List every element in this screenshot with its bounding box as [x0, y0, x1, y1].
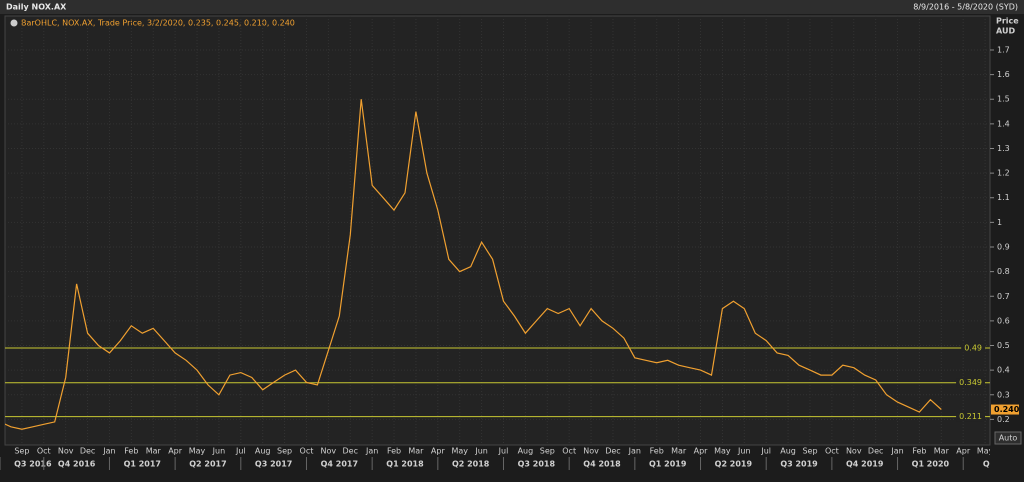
x-tick-label: Sep — [14, 447, 29, 456]
x-tick-label: Oct — [562, 447, 576, 456]
quarter-label: Q3 2017 — [255, 460, 292, 469]
y-tick-label: 1.3 — [997, 144, 1010, 153]
x-tick-label: Nov — [583, 447, 599, 456]
y-tick-label: 0.8 — [997, 267, 1010, 276]
x-tick-label: Jun — [737, 447, 751, 456]
x-tick-label: Oct — [37, 447, 51, 456]
y-tick-label: 1.6 — [997, 70, 1010, 79]
header-bar — [0, 0, 1024, 14]
plot-layer: 0.49 0.349 0.211 — [5, 16, 990, 445]
y-tick-label: 0.3 — [997, 390, 1010, 399]
x-tick-label: Nov — [846, 447, 862, 456]
x-tick-label: Apr — [956, 447, 971, 456]
x-tick-label: Jan — [102, 447, 115, 456]
y-tick-label: 0.4 — [997, 366, 1010, 375]
x-tick-label: Oct — [300, 447, 314, 456]
x-tick-label: May — [189, 447, 206, 456]
x-tick-label: May — [714, 447, 731, 456]
chart-title: Daily NOX.AX — [6, 3, 67, 12]
level-label: 0.211 — [959, 412, 982, 421]
x-tick-label: Dec — [80, 447, 95, 456]
x-tick-label: Feb — [124, 447, 138, 456]
x-tick-label: Sep — [802, 447, 817, 456]
x-tick-label: Dec — [343, 447, 358, 456]
quarter-label: Q3 2016 — [14, 460, 52, 469]
x-tick-label: Mar — [671, 447, 687, 456]
x-tick-label: Nov — [321, 447, 337, 456]
quarter-label: Q1 2018 — [386, 460, 424, 469]
x-tick-label: May — [977, 447, 994, 456]
quarter-label: Q4 2019 — [846, 460, 884, 469]
quarter-label: Q4 2016 — [58, 460, 96, 469]
x-tick-label: May — [451, 447, 468, 456]
x-tick-label: Nov — [58, 447, 74, 456]
y-tick-label: 1.7 — [997, 45, 1010, 54]
y-tick-label: 1.5 — [997, 95, 1010, 104]
y-tick-label: 0.2 — [997, 415, 1010, 424]
x-tick-label: Mar — [408, 447, 424, 456]
y-tick-label: 1.2 — [997, 169, 1010, 178]
quarter-label: Q4 2017 — [321, 460, 358, 469]
quarter-label: Q2 2017 — [189, 460, 226, 469]
x-tick-label: Dec — [605, 447, 620, 456]
x-tick-label: Apr — [168, 447, 183, 456]
plot-area — [4, 15, 991, 446]
x-tick-label: Aug — [518, 447, 534, 456]
quarter-label: Q1 2017 — [124, 460, 161, 469]
quarter-label: Q3 2018 — [518, 460, 556, 469]
x-tick-label: Sep — [277, 447, 292, 456]
last-price-label: 0.240 — [994, 405, 1020, 414]
x-tick-label: Sep — [540, 447, 555, 456]
x-tick-label: Mar — [146, 447, 162, 456]
x-tick-label: Feb — [650, 447, 664, 456]
x-tick-label: Aug — [255, 447, 271, 456]
y-axis-label: Price — [996, 17, 1019, 26]
y-tick-label: 1.1 — [997, 193, 1010, 202]
x-tick-label: Oct — [825, 447, 839, 456]
y-tick-label: 1 — [997, 218, 1002, 227]
level-label: 0.349 — [959, 378, 982, 387]
quarter-label: Q1 2020 — [912, 460, 950, 469]
quarter-label: Q2 2019 — [715, 460, 753, 469]
quarter-label: Q1 2019 — [649, 460, 687, 469]
x-tick-label: Feb — [912, 447, 926, 456]
quarter-label: Q4 2018 — [583, 460, 621, 469]
legend-text: BarOHLC, NOX.AX, Trade Price, 3/2/2020, … — [21, 19, 295, 28]
x-tick-label: Jan — [628, 447, 641, 456]
y-tick-label: 1.4 — [997, 119, 1010, 128]
x-tick-label: Apr — [431, 447, 446, 456]
quarter-label: Q2 2018 — [452, 460, 490, 469]
x-tick-label: Apr — [694, 447, 709, 456]
date-range: 8/9/2016 - 5/8/2020 (SYD) — [913, 3, 1018, 12]
y-axis-unit: AUD — [996, 27, 1015, 36]
x-tick-label: Jan — [890, 447, 903, 456]
x-tick-label: Aug — [780, 447, 796, 456]
level-label-bg — [956, 378, 985, 388]
level-label: 0.49 — [964, 343, 982, 352]
quarter-label: Q2 20 — [983, 460, 1010, 469]
legend-icon[interactable] — [10, 19, 18, 27]
auto-button[interactable] — [994, 431, 1022, 445]
y-tick-label: 0.6 — [997, 316, 1010, 325]
y-tick-label: 0.9 — [997, 243, 1010, 252]
quarter-label: Q3 2019 — [780, 460, 818, 469]
x-tick-label: Jul — [235, 447, 246, 456]
x-tick-label: Jun — [212, 447, 226, 456]
x-tick-label: Jul — [760, 447, 771, 456]
level-label-bg — [961, 343, 985, 353]
price-line — [5, 99, 942, 430]
x-tick-label: Jun — [474, 447, 488, 456]
x-tick-label: Feb — [387, 447, 401, 456]
auto-button-label[interactable]: Auto — [999, 434, 1018, 443]
last-price-tag — [991, 404, 1019, 415]
y-tick-label: 0.5 — [997, 341, 1010, 350]
x-axis: Sep Oct Nov Dec Jan Feb Mar Apr May Jun Jul Aug Sep O… — [0, 447, 1010, 470]
x-tick-label: Jul — [498, 447, 509, 456]
x-tick-label: Mar — [934, 447, 950, 456]
x-tick-label: Dec — [868, 447, 883, 456]
x-tick-label: Jan — [365, 447, 378, 456]
level-label-bg — [956, 412, 985, 422]
y-tick-label: 0.7 — [997, 292, 1010, 301]
